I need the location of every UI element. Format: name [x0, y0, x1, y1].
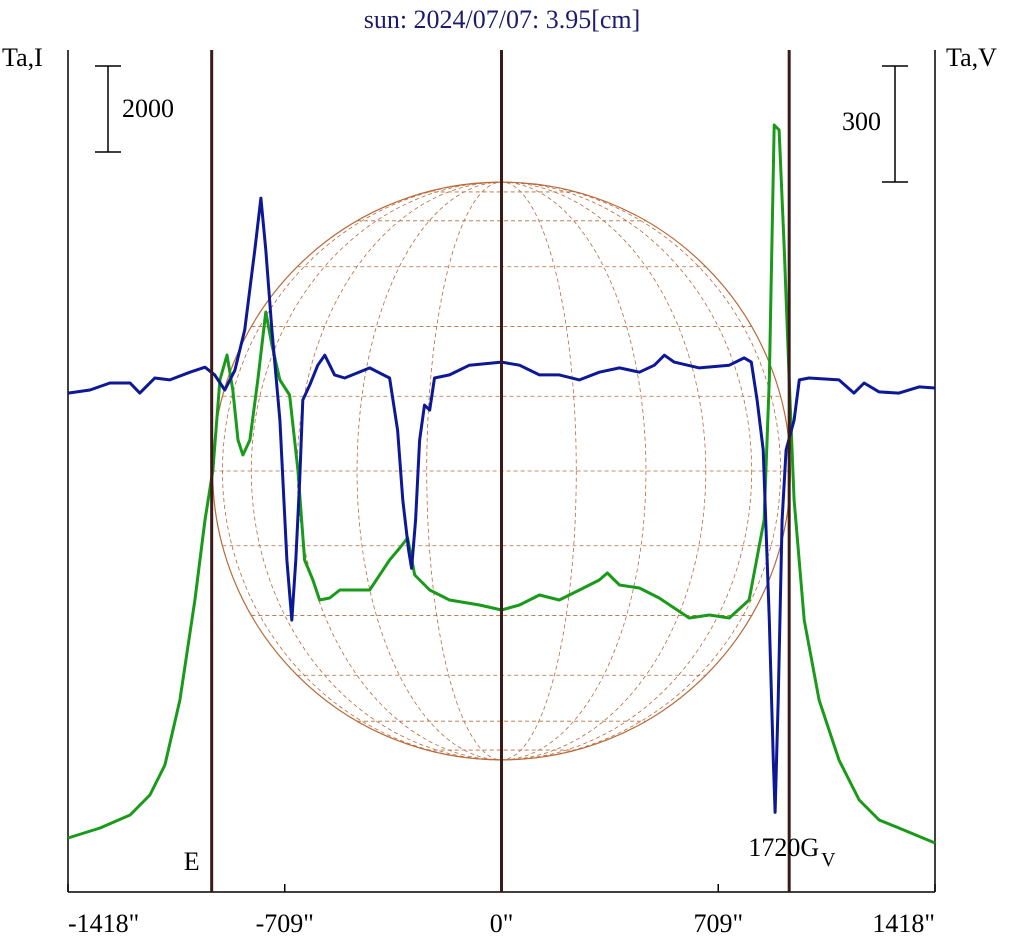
x-tick-label: 1418"	[872, 909, 935, 938]
annotation: V	[821, 849, 836, 871]
y-axis-label: Ta,I	[2, 43, 43, 72]
series-line	[67, 123, 936, 845]
chart-title: sun: 2024/07/07: 3.95[cm]	[364, 5, 641, 34]
series-line	[67, 196, 936, 814]
x-tick-label: 0"	[490, 909, 514, 938]
x-tick-label: 709"	[693, 909, 743, 938]
scale-bar-label: 2000	[122, 94, 174, 123]
scale-bar-label: 300	[842, 107, 881, 136]
x-tick-label: -1418"	[68, 909, 139, 938]
y2-axis-label: Ta,V	[946, 43, 997, 72]
annotation: 1720G	[748, 833, 819, 862]
annotation: E	[184, 847, 200, 876]
x-tick-label: -709"	[256, 909, 314, 938]
